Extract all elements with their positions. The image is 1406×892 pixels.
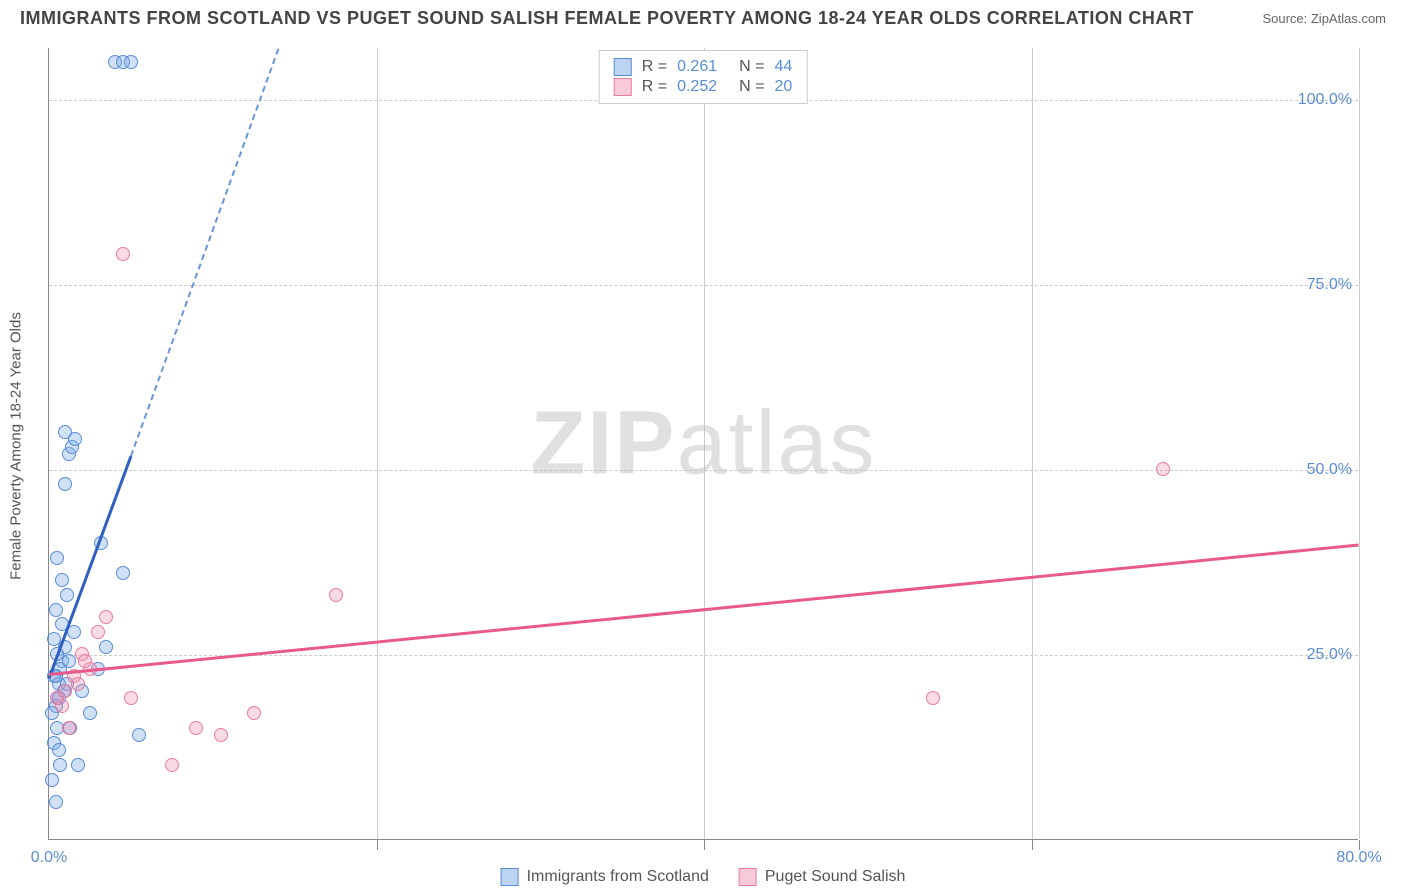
chart-title: IMMIGRANTS FROM SCOTLAND VS PUGET SOUND … [20,8,1194,29]
swatch-pink-icon [739,868,757,886]
data-point [124,691,138,705]
y-axis-label: Female Poverty Among 18-24 Year Olds [8,312,25,580]
swatch-blue-icon [501,868,519,886]
data-point [132,728,146,742]
legend-item-pink: Puget Sound Salish [739,868,906,886]
ytick-label: 100.0% [1298,91,1352,109]
gridline-v [1032,48,1033,839]
legend-label-pink: Puget Sound Salish [765,868,906,886]
data-point [116,566,130,580]
data-point [49,603,63,617]
legend-item-blue: Immigrants from Scotland [501,868,709,886]
data-point [165,758,179,772]
data-point [52,743,66,757]
n-value-blue: 44 [774,58,792,76]
r-label: R = [642,78,667,96]
legend-stats: R = 0.261 N = 44 R = 0.252 N = 20 [599,50,808,104]
data-point [329,588,343,602]
data-point [58,477,72,491]
gridline-v [704,48,705,839]
data-point [53,758,67,772]
swatch-blue-icon [614,58,632,76]
data-point [50,551,64,565]
ytick-label: 50.0% [1307,461,1352,479]
data-point [49,795,63,809]
data-point [78,654,92,668]
data-point [58,425,72,439]
ytick-label: 25.0% [1307,646,1352,664]
data-point [62,721,76,735]
r-value-blue: 0.261 [677,58,717,76]
gridline-v [377,48,378,839]
data-point [926,691,940,705]
data-point [247,706,261,720]
gridline-v [704,840,705,850]
data-point [60,588,74,602]
swatch-pink-icon [614,78,632,96]
trendline [130,49,279,457]
source-label: Source: ZipAtlas.com [1262,11,1386,26]
data-point [83,706,97,720]
data-point [99,640,113,654]
xtick-label: 80.0% [1336,849,1381,867]
data-point [1156,462,1170,476]
watermark-atlas: atlas [676,393,876,493]
data-point [189,721,203,735]
gridline-v [1359,48,1360,839]
n-value-pink: 20 [774,78,792,96]
data-point [55,573,69,587]
legend-row-pink: R = 0.252 N = 20 [614,78,793,96]
legend-series: Immigrants from Scotland Puget Sound Sal… [501,868,906,886]
plot-area: ZIPatlas 25.0%50.0%75.0%100.0%0.0%80.0% [48,48,1358,840]
n-label: N = [739,58,764,76]
data-point [99,610,113,624]
watermark-zip: ZIP [530,393,676,493]
data-point [71,677,85,691]
xtick-label: 0.0% [31,849,67,867]
ytick-label: 75.0% [1307,276,1352,294]
data-point [45,773,59,787]
r-value-pink: 0.252 [677,78,717,96]
legend-label-blue: Immigrants from Scotland [527,868,709,886]
r-label: R = [642,58,667,76]
data-point [214,728,228,742]
data-point [91,625,105,639]
n-label: N = [739,78,764,96]
gridline-v [377,840,378,850]
data-point [116,247,130,261]
gridline-v [1032,840,1033,850]
data-point [62,654,76,668]
data-point [50,691,64,705]
data-point [124,55,138,69]
data-point [71,758,85,772]
legend-row-blue: R = 0.261 N = 44 [614,58,793,76]
